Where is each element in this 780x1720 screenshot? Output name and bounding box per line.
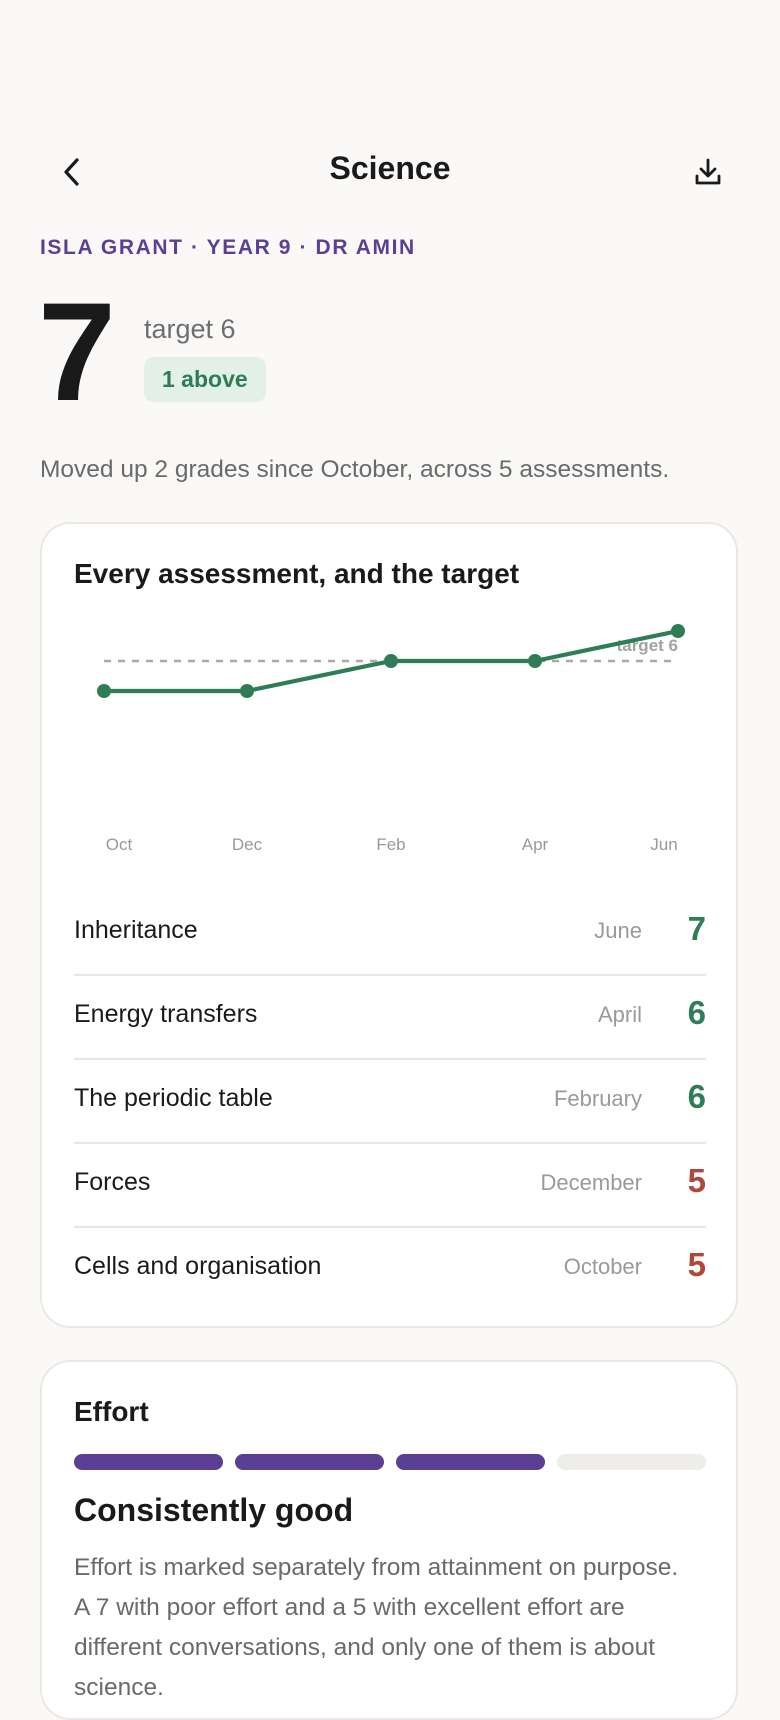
assessment-grade: 6: [687, 994, 706, 1031]
back-button[interactable]: [52, 152, 92, 192]
assessment-grade: 7: [687, 910, 706, 947]
effort-segment: [396, 1454, 545, 1470]
progress-summary: Moved up 2 grades since October, across …: [40, 456, 670, 483]
data-point: [384, 654, 398, 668]
x-tick-label: Oct: [106, 835, 133, 854]
page-title: Science: [329, 150, 451, 186]
data-point: [97, 684, 111, 698]
effort-description: Effort is marked separately from attainm…: [74, 1554, 679, 1701]
effort-segment: [74, 1454, 223, 1470]
status-badge: 1 above: [144, 357, 266, 402]
card-title: Every assessment, and the target: [74, 558, 520, 589]
assessment-row[interactable]: The periodic table February 6: [74, 1060, 706, 1144]
assessment-month: June: [594, 918, 642, 943]
assessment-month: February: [553, 1086, 642, 1111]
chevron-left-icon: [64, 158, 79, 186]
effort-segment: [235, 1454, 384, 1470]
assessment-grade: 5: [687, 1162, 706, 1199]
assessment-row[interactable]: Cells and organisation October 5: [74, 1228, 706, 1310]
assessment-name: The periodic table: [74, 1084, 273, 1112]
x-tick-label: Feb: [376, 835, 405, 854]
assessment-row[interactable]: Forces December 5: [74, 1144, 706, 1228]
assessment-list: Inheritance June 7 Energy transfers April 6 Th…: [74, 892, 706, 1310]
download-icon: [695, 158, 721, 185]
x-tick-label: Jun: [650, 835, 677, 854]
download-button[interactable]: [688, 152, 728, 192]
student-meta: ISLA GRANT · YEAR 9 · DR AMIN: [40, 236, 416, 259]
assessment-month: October: [563, 1254, 642, 1279]
assessment-month: April: [597, 1002, 642, 1027]
assessment-name: Inheritance: [74, 916, 198, 944]
current-grade: 7: [38, 273, 116, 430]
x-tick-label: Dec: [232, 835, 263, 854]
effort-segment: [557, 1454, 706, 1470]
data-point: [671, 624, 685, 638]
assessment-grade: 5: [687, 1246, 706, 1283]
effort-card: Effort Consistently good Effort is marke…: [40, 1360, 738, 1720]
assessment-name: Energy transfers: [74, 1000, 258, 1028]
assessment-name: Cells and organisation: [74, 1252, 322, 1280]
effort-level-label: Consistently good: [74, 1492, 354, 1528]
top-bar: Science: [0, 140, 780, 202]
effort-meter: [74, 1454, 706, 1470]
assessment-row[interactable]: Inheritance June 7: [74, 892, 706, 976]
data-point: [528, 654, 542, 668]
target-grade: target 6: [144, 314, 236, 344]
effort-title: Effort: [74, 1396, 149, 1427]
assessment-row[interactable]: Energy transfers April 6: [74, 976, 706, 1060]
assessment-name: Forces: [74, 1168, 151, 1196]
assessment-grade: 6: [687, 1078, 706, 1115]
assessment-month: December: [540, 1170, 642, 1195]
x-tick-label: Apr: [522, 835, 549, 854]
data-point: [240, 684, 254, 698]
assessments-card: Every assessment, and the target target …: [40, 522, 738, 1328]
